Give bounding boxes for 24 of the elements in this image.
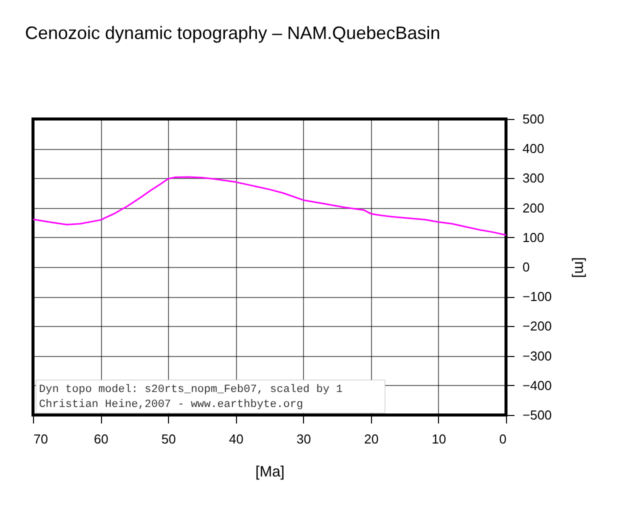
x-tick-label: 60 <box>94 432 108 446</box>
x-axis-title: [Ma] <box>255 464 285 480</box>
x-tick-label: 40 <box>228 432 244 446</box>
y-tick-label: 400 <box>522 141 544 156</box>
x-tick-label: 50 <box>161 432 176 446</box>
y-tick-label: −300 <box>522 348 552 364</box>
x-tick-label: 70 <box>34 432 48 446</box>
y-axis-title: [m] <box>570 257 588 278</box>
y-tick-label: 0 <box>522 260 530 274</box>
annotation: Dyn topo model: s20rts_nopm_Feb07, scaled by 1 <box>39 384 344 396</box>
x-tick-label: 30 <box>296 432 312 446</box>
x-tick-label: 10 <box>432 432 446 446</box>
y-tick-label: 500 <box>522 112 544 126</box>
y-tick-label: −200 <box>522 318 552 334</box>
y-tick-label: 200 <box>522 200 544 216</box>
x-tick-label: 0 <box>499 432 506 446</box>
chart-title: Cenozoic dynamic topography – NAM.QuebecBasin <box>25 23 440 43</box>
y-tick-label: −100 <box>522 289 552 304</box>
annotation: Christian Heine,2007 - www.earthbyte.org <box>39 399 304 411</box>
x-tick-label: 20 <box>364 432 379 446</box>
y-tick-label: 100 <box>522 230 544 245</box>
y-tick-label: −400 <box>522 378 552 393</box>
y-tick-label: −500 <box>522 408 552 422</box>
y-tick-label: 300 <box>522 170 544 186</box>
